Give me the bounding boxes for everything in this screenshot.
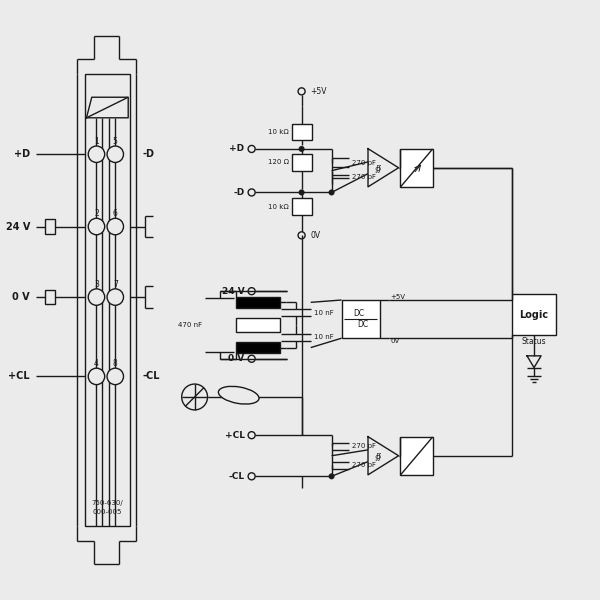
Text: 24 V: 24 V <box>222 287 245 296</box>
Text: +CL: +CL <box>8 371 30 382</box>
Bar <box>236 343 280 353</box>
Circle shape <box>88 146 104 163</box>
Text: 7: 7 <box>113 280 118 289</box>
Text: 0V: 0V <box>391 338 400 344</box>
Text: 0V: 0V <box>310 231 320 240</box>
Bar <box>292 199 311 215</box>
Text: 3: 3 <box>94 280 99 289</box>
Circle shape <box>107 218 124 235</box>
Circle shape <box>329 473 335 479</box>
Text: 270 pF: 270 pF <box>352 462 376 468</box>
Circle shape <box>298 232 305 239</box>
Text: 0 V: 0 V <box>13 292 30 302</box>
Text: 10 kΩ: 10 kΩ <box>268 203 289 209</box>
Text: ∯: ∯ <box>374 163 381 172</box>
Circle shape <box>299 146 305 152</box>
Text: 10 nF: 10 nF <box>314 310 334 316</box>
Text: ∯: ∯ <box>374 451 381 460</box>
Text: 24 V: 24 V <box>5 221 30 232</box>
Text: DC: DC <box>353 309 364 318</box>
Text: 000-005: 000-005 <box>92 509 122 515</box>
Circle shape <box>329 190 335 196</box>
Text: +D: +D <box>14 149 30 159</box>
Text: +5V: +5V <box>391 294 406 300</box>
Text: 2: 2 <box>94 209 99 218</box>
Text: 750-630/: 750-630/ <box>91 500 123 506</box>
Circle shape <box>298 88 305 95</box>
Bar <box>236 318 280 332</box>
Circle shape <box>107 368 124 385</box>
Bar <box>512 294 556 335</box>
Bar <box>292 154 311 170</box>
Circle shape <box>248 145 255 152</box>
Circle shape <box>248 189 255 196</box>
Circle shape <box>182 384 208 410</box>
Bar <box>400 437 433 475</box>
Circle shape <box>248 473 255 480</box>
Text: +D: +D <box>229 145 245 154</box>
Bar <box>45 290 55 304</box>
Text: 0 V: 0 V <box>229 354 245 363</box>
Text: 270 pF: 270 pF <box>352 160 376 166</box>
Text: DC: DC <box>357 320 368 329</box>
Circle shape <box>88 289 104 305</box>
Text: 6: 6 <box>113 209 118 218</box>
Text: -CL: -CL <box>143 371 160 382</box>
Bar <box>292 124 311 140</box>
Bar <box>236 297 280 308</box>
Circle shape <box>107 289 124 305</box>
Text: Status: Status <box>522 337 547 346</box>
Text: 10 nF: 10 nF <box>314 334 334 340</box>
Circle shape <box>248 355 255 362</box>
Text: 10 kΩ: 10 kΩ <box>268 129 289 135</box>
Bar <box>85 74 130 526</box>
Text: Logic: Logic <box>520 310 548 320</box>
Text: 270 pF: 270 pF <box>352 173 376 179</box>
Text: 270 pF: 270 pF <box>352 443 376 449</box>
Text: +5V: +5V <box>310 87 327 96</box>
Text: -D: -D <box>143 149 155 159</box>
Text: +CL: +CL <box>224 431 245 440</box>
Bar <box>400 149 433 187</box>
Text: -D: -D <box>233 188 245 197</box>
Circle shape <box>107 146 124 163</box>
Text: 470 nF: 470 nF <box>178 322 202 328</box>
Text: 1: 1 <box>94 137 99 146</box>
Circle shape <box>88 368 104 385</box>
Circle shape <box>248 431 255 439</box>
Ellipse shape <box>218 386 259 404</box>
Bar <box>45 220 55 233</box>
Circle shape <box>88 218 104 235</box>
Circle shape <box>248 287 255 295</box>
Text: 5: 5 <box>113 137 118 146</box>
Bar <box>341 300 380 338</box>
Circle shape <box>299 190 305 196</box>
Text: -CL: -CL <box>229 472 245 481</box>
Text: 4: 4 <box>94 359 99 368</box>
Text: 8: 8 <box>113 359 118 368</box>
Text: 120 Ω: 120 Ω <box>268 160 289 166</box>
